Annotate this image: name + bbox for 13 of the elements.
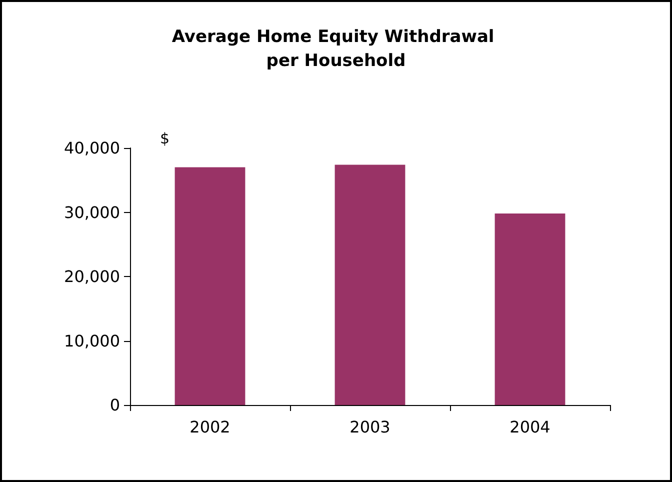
chart-title: Average Home Equity Withdrawal per Household [172,27,500,71]
bar [174,167,246,405]
x-tick-label: 2003 [350,418,390,436]
y-tick-label: 0 [110,396,120,414]
y-tick-label: 40,000 [64,138,120,158]
x-tick-label: 2004 [510,418,550,436]
x-tick-label: 2002 [190,418,230,436]
y-tick-label: 20,000 [64,267,120,286]
bar [494,214,566,405]
y-axis-title: $ [160,130,170,148]
y-tick-label: 30,000 [64,202,120,222]
y-tick-label: 10,000 [64,331,120,350]
bar [334,164,406,405]
